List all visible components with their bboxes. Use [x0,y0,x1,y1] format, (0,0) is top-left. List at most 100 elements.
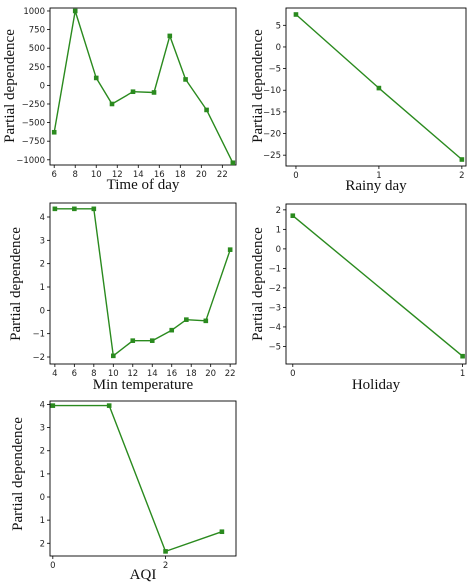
y-tick-label: 500 [29,44,45,54]
data-point-marker [169,327,175,333]
y-tick-label: −500 [22,119,45,129]
y-tick-label: −1000 [16,156,45,166]
data-point-marker [163,549,168,554]
y-tick-label: 4 [40,213,45,223]
x-axis-label: Time of day [107,177,180,193]
data-point-marker [459,157,465,162]
series-line [54,208,231,357]
data-point-marker [460,353,465,359]
y-tick-label: 4 [40,400,45,410]
plot-frame [49,202,237,365]
y-tick-label: −15 [263,108,281,118]
x-tick-label: 4 [52,369,57,379]
y-tick-label: −250 [22,100,45,110]
x-tick-label: 8 [91,369,96,379]
y-tick-label: 1 [40,470,45,480]
y-tick-label: 2 [40,447,45,457]
chart-panel-1: 6 8 10 12 14 16 18 20 22 1000 750 500 250 0 −250 −500 −7… [2,7,237,193]
x-tick-label: 16 [166,369,177,379]
data-point-marker [184,317,189,322]
y-tick-label: 750 [29,26,45,36]
x-axis-label: Min temperature [93,377,194,393]
data-point-marker [130,338,136,343]
data-point-marker [167,33,173,39]
data-point-marker [149,338,155,343]
x-tick-label: 20 [196,170,207,180]
plot-frame [285,7,467,167]
x-tick-label: 0 [50,561,55,571]
y-tick-label: 0 [40,306,45,316]
x-tick-label: 12 [112,170,123,180]
data-point-marker [109,101,115,107]
data-point-marker [110,353,116,359]
x-tick-label: 14 [147,369,158,379]
x-tick-label: 0 [290,369,295,379]
y-tick-label: 2 [276,206,281,216]
x-tick-label: 22 [217,170,228,180]
x-tick-label: 10 [108,369,119,379]
data-point-marker [376,85,382,91]
x-tick-label: 12 [127,369,138,379]
x-tick-label: 22 [225,369,236,379]
x-tick-label: 16 [154,170,165,180]
y-axis-label: Partial dependence [10,417,26,531]
plot-frame [49,400,237,557]
y-tick-label: −20 [263,130,281,140]
y-tick-label: 0 [40,81,45,91]
data-point-marker [72,206,77,212]
y-tick-label: 0 [276,245,281,255]
data-point-marker [93,75,99,81]
series-line [52,404,223,553]
x-tick-label: 14 [133,170,144,180]
x-tick-label: 18 [186,369,197,379]
y-tick-label: 1 [276,225,281,235]
x-tick-label: 6 [51,170,56,180]
x-tick-label: 1 [376,171,381,181]
x-tick-label: 1 [460,369,465,379]
plot-frame [49,7,237,166]
y-tick-label: 250 [29,63,45,73]
y-tick-label: −750 [22,137,45,147]
data-point-marker [204,107,209,113]
y-tick-label: 3 [40,236,45,246]
data-point-marker [72,8,78,14]
series-line [292,215,464,357]
plot-frame [285,203,467,365]
data-point-marker [290,213,296,219]
y-tick-label: 2 [40,260,45,270]
x-tick-label: 10 [91,170,102,180]
data-point-marker [51,129,57,135]
y-tick-label: 0 [276,43,281,53]
chart-panel-5: 0 2 4 3 2 1 0 1 2 AQI Partial dependence [10,400,237,583]
y-tick-label: 5 [276,21,281,31]
y-axis-label: Partial dependence [250,29,266,143]
y-tick-label: −5 [268,65,281,75]
y-axis-label: Partial dependence [250,227,266,341]
y-tick-label: −2 [32,353,45,363]
x-axis-label: Rainy day [345,178,407,194]
chart-panel-2: 0 1 2 5 0 −5 −10 −15 −20 −25 Rainy day Partial depe… [250,7,467,194]
x-tick-label: 20 [205,369,216,379]
data-point-marker [219,529,225,535]
data-point-marker [203,318,209,324]
y-tick-label: −10 [263,86,281,96]
data-point-marker [106,403,112,408]
data-point-marker [151,90,157,95]
x-axis-label: Holiday [352,377,401,393]
y-tick-label: 2 [40,539,45,549]
y-axis-label: Partial dependence [8,227,24,341]
data-point-marker [130,89,136,95]
y-tick-label: 1000 [23,7,45,17]
data-point-marker [91,206,97,212]
y-tick-label: −2 [268,284,281,294]
data-point-marker [183,77,188,82]
x-tick-label: 6 [72,369,77,379]
data-point-marker [227,247,233,252]
y-tick-label: −25 [263,151,281,161]
x-tick-label: 18 [175,170,186,180]
y-tick-label: 1 [40,516,45,526]
y-tick-label: 1 [40,283,45,293]
x-tick-label: 2 [459,171,464,181]
